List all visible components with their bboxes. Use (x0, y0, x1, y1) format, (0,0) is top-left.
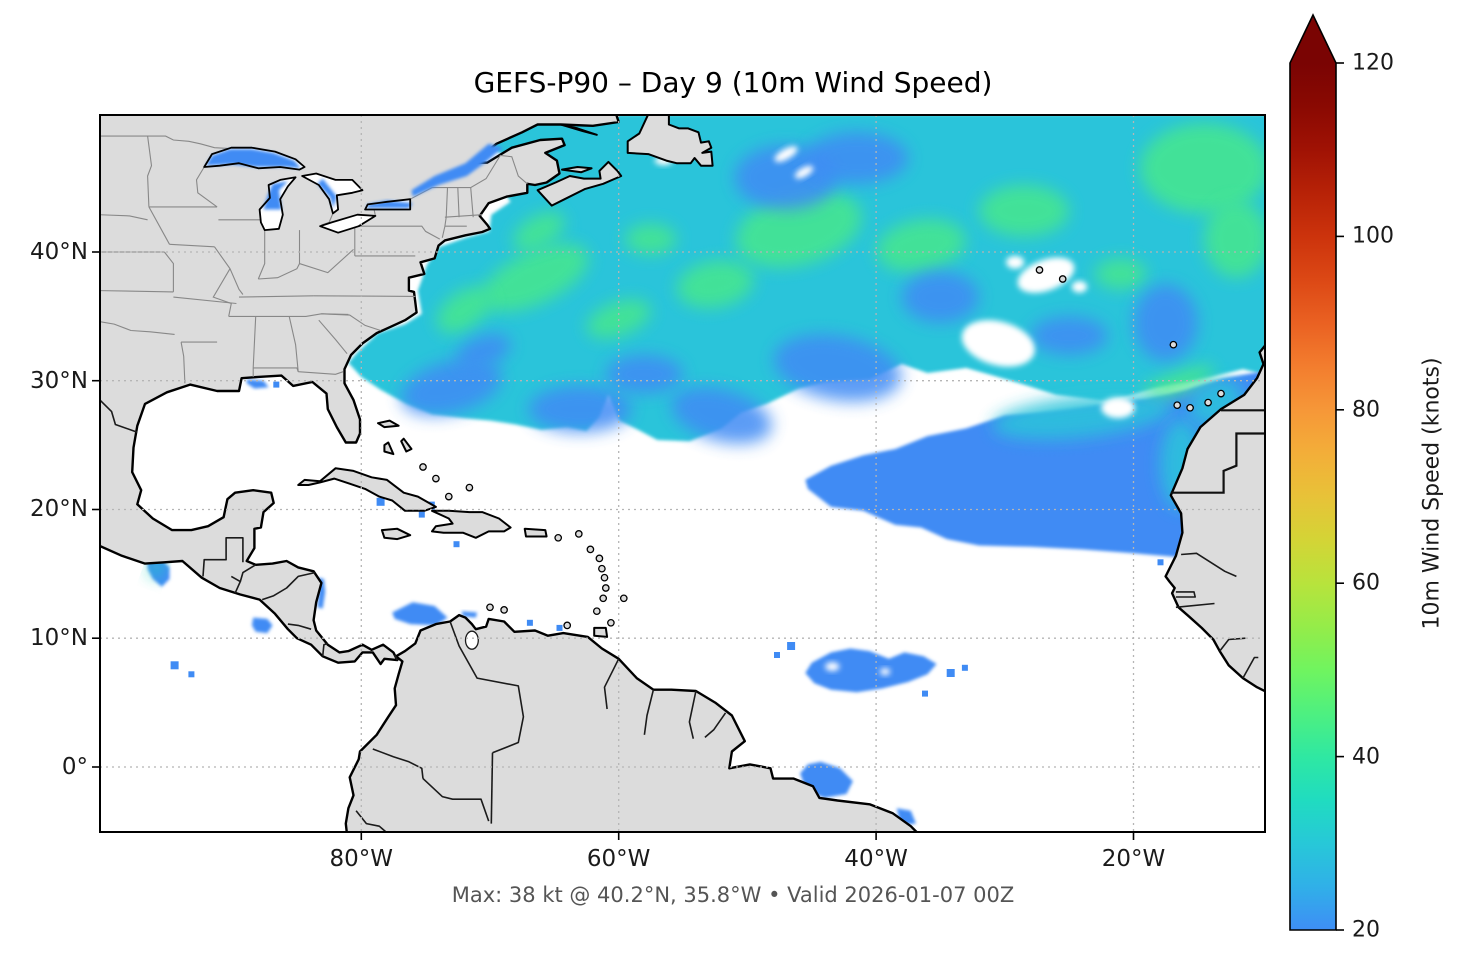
map-layers (100, 115, 1265, 832)
country-borders (100, 398, 1265, 832)
colorbar-extend-arrow (1290, 15, 1336, 63)
axis-ticks (92, 251, 1135, 840)
land-africa (1164, 343, 1265, 693)
island-anticosti (559, 123, 598, 136)
y-tick-label-0°: 0° (61, 753, 88, 780)
island-eleuthera (400, 437, 413, 453)
island-grandbahama (377, 419, 400, 429)
x-tick-label-20°W: 20°W (1101, 846, 1166, 872)
x-tick-label-40°W: 40°W (844, 846, 908, 872)
colorbar-tick-label-20: 20 (1352, 917, 1380, 943)
island-puertorico (523, 527, 548, 538)
colorbar-gradient (1290, 63, 1336, 930)
colorbar-tick-label-60: 60 (1352, 570, 1380, 596)
land-south-america (344, 613, 919, 832)
island-jamaica (380, 527, 412, 541)
island-hispaniola (431, 509, 512, 539)
lake-wind-stlawrence (411, 143, 503, 197)
y-tick-label-10°N: 10°N (30, 625, 88, 652)
wind-patch-papagayo (251, 617, 273, 634)
colorbar-tick-label-80: 80 (1352, 397, 1380, 423)
y-tick-label-40°N: 40°N (30, 238, 88, 265)
land-layer (100, 115, 1265, 832)
lake-erie (320, 214, 376, 233)
island-newfoundland (626, 115, 714, 167)
axes-frame (99, 114, 1266, 833)
island-cuba (297, 467, 437, 512)
x-tick-label-80°W: 80°W (329, 846, 394, 872)
wind-field-layer (100, 115, 1265, 825)
great-lakes (203, 143, 503, 234)
caption: Max: 38 kt @ 40.2°N, 35.8°W • Valid 2026… (451, 883, 1015, 907)
colorbar-tick-label-40: 40 (1352, 744, 1380, 770)
land-north-america (100, 115, 620, 666)
y-tick-label-30°N: 30°N (30, 367, 88, 394)
island-andros (383, 441, 395, 456)
wind-patch-colombia-coast (392, 602, 448, 626)
lake-wind-michigan-n (263, 181, 288, 210)
lake-wind-huron-e (317, 178, 337, 209)
colorbar-tick-label-120: 120 (1352, 50, 1394, 76)
lake-maracaibo (464, 630, 479, 650)
graticule (100, 115, 1265, 832)
x-tick-label-60°W: 60°W (586, 846, 651, 872)
island-novascotia (536, 160, 623, 207)
wind-patch-guajira (461, 611, 478, 618)
islands-layer (297, 115, 1225, 650)
island-pei (561, 166, 593, 174)
island-trinidad (593, 626, 609, 638)
plot-title: GEFS-P90 – Day 9 (10m Wind Speed) (473, 66, 993, 99)
lake-wind-superior (205, 149, 301, 169)
wind-patch-mobile-bay (246, 379, 269, 389)
colorbar-tick-label-100: 100 (1352, 223, 1394, 249)
y-tick-label-20°N: 20°N (30, 496, 88, 523)
colorbar-axis-label: 10m Wind Speed (knots) (1419, 357, 1445, 630)
colorbar-ticks (1336, 62, 1344, 931)
